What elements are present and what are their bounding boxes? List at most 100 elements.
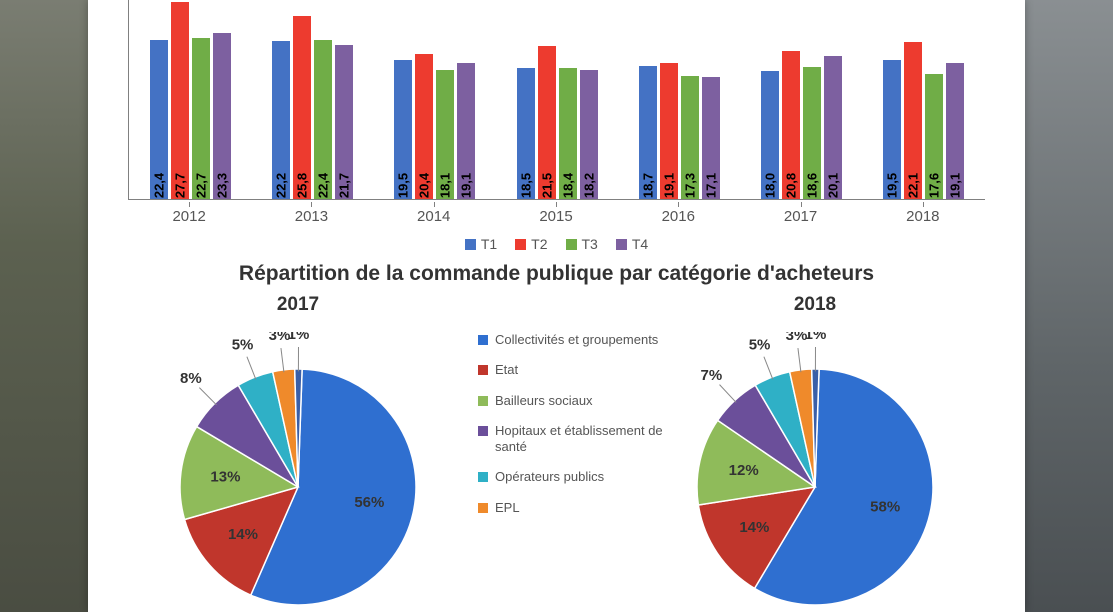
bar-value-label: 18,0 [763,173,778,198]
bar-value-label: 22,7 [193,173,208,198]
bar-2013-T4: 21,7 [335,45,353,199]
pie-leader-line [764,357,773,380]
xaxis-label-2012: 2012 [172,208,205,225]
legend-label: T1 [481,236,497,252]
xtick [189,202,190,207]
pie-leader-line [247,357,256,380]
pie-2018-year-label: 2018 [645,294,985,316]
legend-label: EPL [495,500,520,516]
bar-2014-T1: 19,5 [394,60,412,199]
xtick [311,202,312,207]
legend-label: Etat [495,362,518,378]
pie-section: 2017 56%14%13%8%5%3%1% Collectivités et … [88,292,1025,612]
bar-value-label: 19,5 [885,173,900,198]
pie-slice-label-bailleurs: 12% [729,462,759,479]
bar-2018-T1: 19,5 [883,60,901,199]
xaxis-label-2013: 2013 [295,208,328,225]
pie-slice-label-other: 1% [288,332,310,343]
bar-2013-T1: 22,2 [272,41,290,199]
bar-group-2013: 22,2 25,8 22,4 21,7 [272,16,353,199]
bar-value-label: 22,4 [315,173,330,198]
background-photo-left [0,0,100,612]
xtick [678,202,679,207]
bar-value-label: 20,1 [826,173,841,198]
bar-2016-T1: 18,7 [639,66,657,199]
bar-value-label: 20,4 [417,173,432,198]
pie-slice-label-collectivites: 56% [354,494,384,511]
page-root: 22,4 27,7 22,7 23,3 22,2 25,8 22,4 21,7 19,5 20,4… [0,0,1113,612]
bar-2017-T4: 20,1 [824,56,842,199]
bar-group-2018: 19,5 22,1 17,6 19,1 [883,42,964,199]
bar-2018-T4: 19,1 [946,63,964,199]
bar-2013-T2: 25,8 [293,16,311,199]
bar-2012-T1: 22,4 [150,40,168,199]
chart-panel: 22,4 27,7 22,7 23,3 22,2 25,8 22,4 21,7 19,5 20,4… [88,0,1025,612]
xtick [434,202,435,207]
bar-2017-T3: 18,6 [803,67,821,199]
bar-2015-T3: 18,4 [559,68,577,199]
bar-2017-T2: 20,8 [782,51,800,199]
bar-legend-item-T3: T3 [566,233,598,255]
bar-value-label: 25,8 [294,173,309,198]
legend-swatch [478,365,488,375]
bar-2014-T3: 18,1 [436,70,454,199]
pie-leader-line [199,388,216,405]
bar-value-label: 18,5 [518,173,533,198]
legend-swatch [478,472,488,482]
pie-slice-label-hopitaux: 8% [180,370,202,387]
bar-value-label: 17,1 [703,173,718,198]
legend-label: T4 [632,236,648,252]
bar-value-label: 27,7 [172,173,187,198]
bar-value-label: 18,4 [560,173,575,198]
bar-group-2014: 19,5 20,4 18,1 19,1 [394,54,475,199]
bar-group-2016: 18,7 19,1 17,3 17,1 [639,63,720,199]
bar-group-2017: 18,0 20,8 18,6 20,1 [761,51,842,199]
pie-slice-label-etat: 14% [739,519,769,536]
legend-swatch [478,335,488,345]
bar-value-label: 22,2 [273,173,288,198]
bar-value-label: 20,8 [784,173,799,198]
bar-value-label: 19,1 [459,173,474,198]
bar-2016-T4: 17,1 [702,77,720,199]
xaxis-label-2014: 2014 [417,208,450,225]
legend-label: T3 [582,236,598,252]
pie-2018-block: 2018 58%14%12%7%5%3%1% [645,292,985,612]
bar-2014-T4: 19,1 [457,63,475,199]
bar-value-label: 18,1 [438,173,453,198]
xtick [923,202,924,207]
pie-slice-label-collectivites: 58% [870,499,900,516]
bar-value-label: 21,5 [539,173,554,198]
bar-chart-plot: 22,4 27,7 22,7 23,3 22,2 25,8 22,4 21,7 19,5 20,4… [128,0,985,200]
bar-2018-T2: 22,1 [904,42,922,199]
pie-slice-label-hopitaux: 7% [700,367,722,384]
bar-2016-T2: 19,1 [660,63,678,199]
pie-slice-label-bailleurs: 13% [210,469,240,486]
bar-2015-T1: 18,5 [517,68,535,199]
bar-2013-T3: 22,4 [314,40,332,199]
bar-2012-T4: 23,3 [213,33,231,199]
legend-label: Bailleurs sociaux [495,393,593,409]
pie-leader-line [720,385,737,403]
bar-value-label: 19,1 [948,173,963,198]
bar-value-label: 22,4 [151,173,166,198]
bar-chart-xaxis: 2012201320142015201620172018 [128,200,985,230]
bar-legend-item-T1: T1 [465,233,497,255]
legend-swatch [478,396,488,406]
xaxis-label-2018: 2018 [906,208,939,225]
bar-value-label: 23,3 [214,173,229,198]
bar-2012-T3: 22,7 [192,38,210,199]
xaxis-label-2017: 2017 [784,208,817,225]
bar-value-label: 22,1 [906,173,921,198]
legend-swatch [515,239,526,250]
bar-2018-T3: 17,6 [925,74,943,199]
legend-label: T2 [531,236,547,252]
bar-2014-T2: 20,4 [415,54,433,199]
bar-2015-T4: 18,2 [580,70,598,199]
bar-2017-T1: 18,0 [761,71,779,199]
bar-value-label: 18,7 [640,173,655,198]
bar-value-label: 17,3 [682,173,697,198]
pie-slice-label-other: 1% [805,332,827,343]
legend-swatch [566,239,577,250]
xaxis-label-2016: 2016 [662,208,695,225]
legend-swatch [478,426,488,436]
